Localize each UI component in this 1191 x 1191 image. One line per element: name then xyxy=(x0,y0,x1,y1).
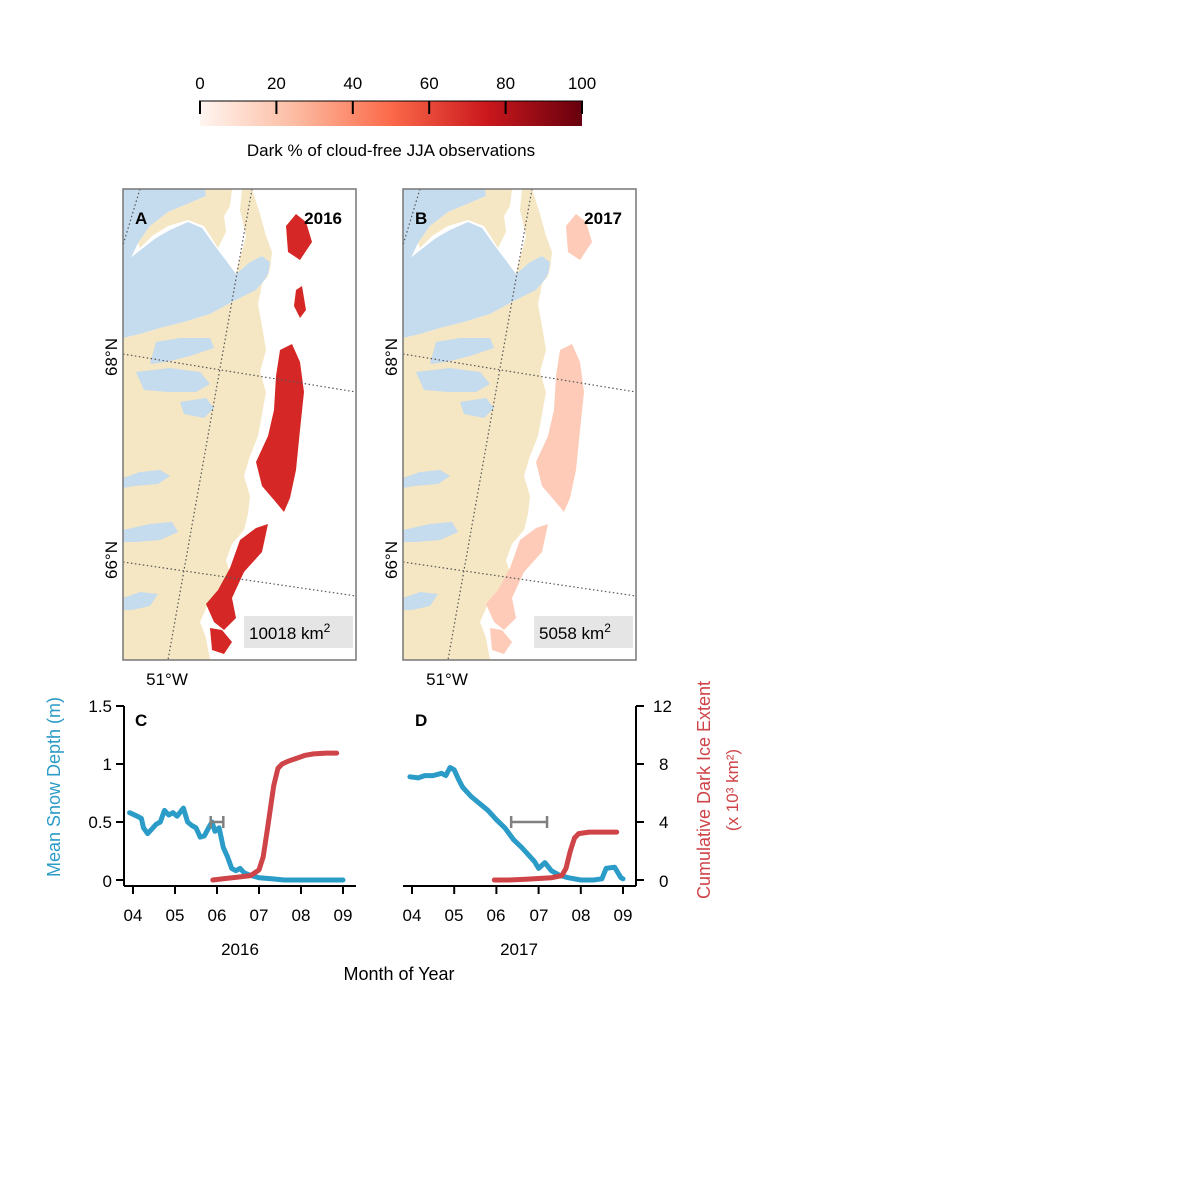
lat-label-68n-b: 68°N xyxy=(382,338,401,376)
y-tick-label: 0.5 xyxy=(88,813,112,832)
y-axis-label-right-units: (x 10³ km²) xyxy=(723,749,742,831)
timing-bar xyxy=(209,816,225,828)
colorbar-tick-label: 60 xyxy=(420,74,439,93)
dark-ice xyxy=(486,214,592,654)
panel-label-b: B xyxy=(415,209,427,228)
area-box-background xyxy=(244,616,353,648)
y-axis-label-left: Mean Snow Depth (m) xyxy=(44,697,64,877)
ocean-inlets xyxy=(123,338,214,610)
panel-label-a: A xyxy=(135,209,147,228)
ocean xyxy=(403,189,550,338)
chart-panel-d: 0 4 8 12 04 05 06 07 08 09 D 2017 Cumula… xyxy=(403,681,742,959)
y-tick-label: 0 xyxy=(103,872,112,891)
map-frame xyxy=(122,188,357,661)
dark-ice-series xyxy=(491,829,620,883)
colorbar-gradient xyxy=(200,101,582,126)
panel-label-c: C xyxy=(135,711,147,730)
y-tick-label-right: 0 xyxy=(659,872,668,891)
x-tick-label: 07 xyxy=(250,906,269,925)
lon-label-a: 51°W xyxy=(146,670,188,689)
graticule xyxy=(123,189,356,660)
map-year-a: 2016 xyxy=(304,209,342,228)
graticule xyxy=(403,189,636,660)
y-tick-label: 1.5 xyxy=(88,697,112,716)
colorbar-tick-label: 20 xyxy=(267,74,286,93)
dark-ice-series xyxy=(210,750,340,883)
map-frame xyxy=(402,188,637,661)
panel-label-d: D xyxy=(415,711,427,730)
plot-area-c xyxy=(127,750,346,883)
y-tick-label: 1 xyxy=(103,755,112,774)
dark-ice xyxy=(206,214,312,654)
lat-label-66n-a: 66°N xyxy=(102,541,121,579)
y-axis-label-right: Cumulative Dark Ice Extent xyxy=(694,681,714,899)
chart-panel-c: 0 0.5 1 1.5 04 05 06 07 08 09 C 2016 Mea… xyxy=(44,697,356,959)
x-tick-label: 06 xyxy=(208,906,227,925)
plot-area-d xyxy=(407,765,626,883)
colorbar-ticks xyxy=(199,101,583,114)
area-box-b: 5058 km2 xyxy=(534,616,633,648)
year-label-d: 2017 xyxy=(500,940,538,959)
x-tick-label: 05 xyxy=(166,906,185,925)
land xyxy=(123,189,272,660)
y-tick-label-right: 12 xyxy=(653,697,672,716)
x-ticks xyxy=(411,886,624,894)
colorbar-tick-label: 80 xyxy=(496,74,515,93)
snow-depth-line xyxy=(407,765,626,883)
snow-depth-line xyxy=(127,805,346,883)
map-panel-a: A 2016 10018 km2 68°N 66°N 51°W xyxy=(102,188,357,689)
area-number-a: 10018 km xyxy=(249,624,324,643)
snow-depth-series xyxy=(127,805,346,883)
colorbar-tick-label: 100 xyxy=(568,74,596,93)
x-tick-label: 06 xyxy=(487,906,506,925)
dark-ice-line xyxy=(210,750,340,883)
x-axis-title: Month of Year xyxy=(343,964,454,984)
x-tick-label: 04 xyxy=(403,906,422,925)
area-box-a: 10018 km2 xyxy=(244,616,353,648)
dark-ice-line xyxy=(491,829,620,883)
x-tick-label: 08 xyxy=(572,906,591,925)
x-tick-label: 08 xyxy=(292,906,311,925)
area-box-background xyxy=(534,616,633,648)
colorbar-tick-label: 0 xyxy=(195,74,204,93)
snow-depth-series xyxy=(407,765,626,883)
area-number-b: 5058 km xyxy=(539,624,604,643)
y-tick-label-right: 8 xyxy=(659,755,668,774)
x-tick-label: 05 xyxy=(445,906,464,925)
colorbar-tick-label: 40 xyxy=(343,74,362,93)
lat-label-68n-a: 68°N xyxy=(102,338,121,376)
area-superscript-a: 2 xyxy=(324,621,331,635)
x-tick-label: 09 xyxy=(614,906,633,925)
lat-label-66n-b: 66°N xyxy=(382,541,401,579)
x-tick-label: 04 xyxy=(124,906,143,925)
area-value-b: 5058 km2 xyxy=(539,621,611,643)
y-ticks-right xyxy=(636,705,644,881)
area-superscript-b: 2 xyxy=(604,621,611,635)
map-panel-b: B 2017 5058 km2 68°N 66°N 51°W xyxy=(382,188,637,689)
map-year-b: 2017 xyxy=(584,209,622,228)
colorbar: 0 20 40 60 80 100 Dark % of cloud-free J… xyxy=(195,74,596,160)
land xyxy=(403,189,552,660)
area-value-a: 10018 km2 xyxy=(249,621,331,643)
lon-label-b: 51°W xyxy=(426,670,468,689)
x-tick-label: 07 xyxy=(530,906,549,925)
timing-bar xyxy=(509,816,549,828)
y-tick-label-right: 4 xyxy=(659,813,668,832)
y-ticks-left xyxy=(116,705,124,881)
year-label-c: 2016 xyxy=(221,940,259,959)
colorbar-label: Dark % of cloud-free JJA observations xyxy=(247,141,535,160)
x-tick-label: 09 xyxy=(334,906,353,925)
x-ticks xyxy=(132,886,344,894)
ocean-inlets xyxy=(403,338,494,610)
